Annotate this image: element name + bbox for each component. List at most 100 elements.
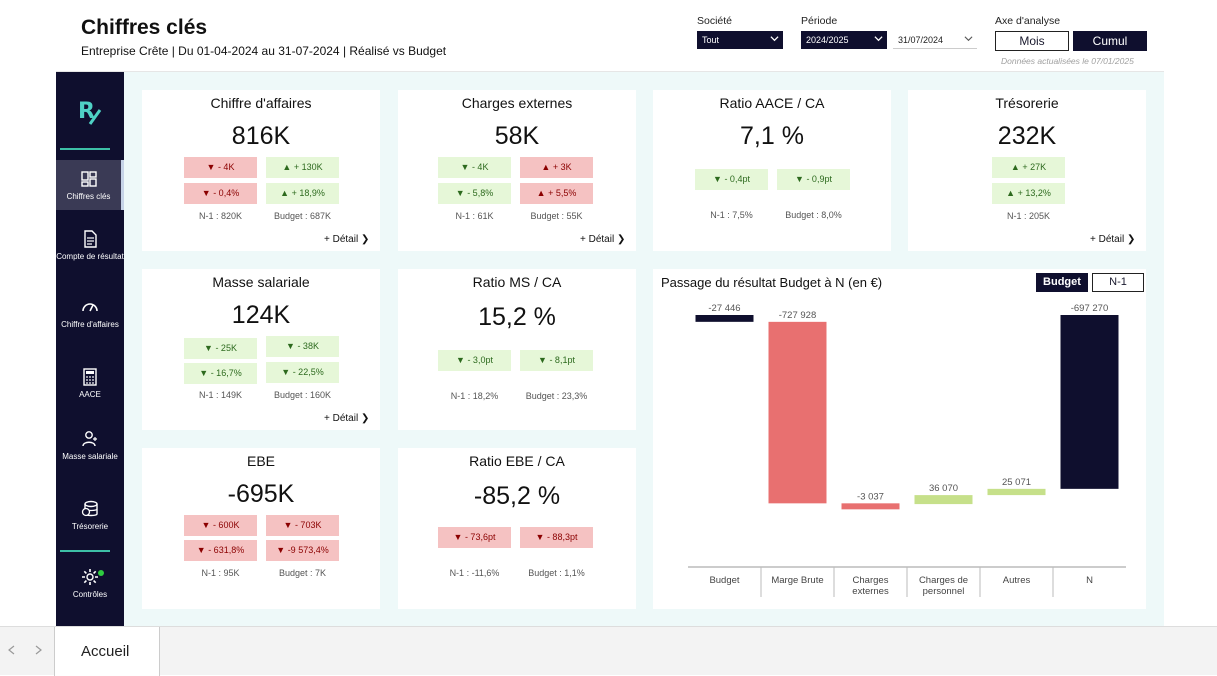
delta-chip: ▼ - 88,3pt [520, 527, 593, 548]
logo: R [56, 96, 124, 132]
chevron-down-icon [770, 34, 779, 42]
divider [60, 148, 110, 150]
legend-n1-button[interactable]: N-1 [1092, 273, 1144, 292]
sidebar-item-aace[interactable]: AACE [56, 368, 124, 399]
sidebar-item-label: Masse salariale [62, 452, 118, 461]
bar-value-label: 25 071 [1002, 477, 1031, 488]
delta-chip: ▼ - 8,1pt [520, 350, 593, 371]
axe-label: Axe d'analyse [995, 15, 1061, 27]
date-value: 31/07/2024 [898, 35, 944, 45]
budget-reference: Budget : 8,0% [785, 210, 842, 220]
budget-reference: Budget : 1,1% [528, 568, 585, 578]
delta-chip: ▲ + 5,5% [520, 183, 593, 204]
x-tick-label: Marge Brute [771, 575, 823, 586]
delta-chip: ▼ - 73,6pt [438, 527, 511, 548]
prev-page-icon[interactable] [7, 645, 15, 655]
detail-link[interactable]: + Détail ❯ [580, 234, 626, 245]
x-tick-label: Autres [1003, 575, 1031, 586]
page-title: Chiffres clés [81, 16, 208, 39]
societe-select[interactable]: Tout [697, 31, 783, 49]
card-title: Ratio EBE / CA [469, 453, 565, 469]
sidebar-item-compte-resultat[interactable]: Compte de résultat [56, 230, 124, 261]
gear-icon [82, 569, 98, 585]
card-value: 58K [494, 122, 540, 150]
delta-chip: ▼ - 38K [266, 336, 339, 357]
dashboard-icon [80, 171, 97, 187]
periode-value: 2024/2025 [806, 35, 849, 45]
n1-reference: N-1 : 205K [1006, 211, 1051, 221]
sidebar-item-chiffres-cles[interactable]: Chiffres clés [56, 160, 124, 210]
main-area: Chiffre d'affaires 816K ▼ - 4K ▲ + 130K … [124, 72, 1164, 626]
n1-reference: N-1 : 820K [198, 211, 243, 221]
delta-chip: ▼ - 22,5% [266, 362, 339, 383]
sidebar-item-controles[interactable]: Contrôles [56, 568, 124, 599]
card-value: -85,2 % [473, 482, 561, 510]
n1-reference: N-1 : 149K [198, 390, 243, 400]
waterfall-bar [841, 503, 900, 510]
sidebar-item-label: Contrôles [72, 590, 108, 599]
next-page-icon[interactable] [35, 645, 43, 655]
tab-accueil[interactable]: Accueil [54, 627, 160, 676]
waterfall-bar [987, 488, 1046, 496]
coins-icon [81, 500, 98, 517]
societe-label: Société [697, 15, 733, 27]
n1-reference: N-1 : 18,2% [450, 391, 499, 401]
sidebar-item-chiffre-affaires[interactable]: Chiffre d'affaires [56, 298, 124, 329]
detail-link[interactable]: + Détail ❯ [1090, 234, 1136, 245]
delta-chip: ▼ - 5,8% [438, 183, 511, 204]
sidebar-item-label: AACE [79, 390, 101, 399]
bar-value-label: -727 928 [779, 310, 817, 321]
sidebar-item-label: Trésorerie [71, 522, 109, 531]
waterfall-bar [695, 315, 754, 322]
card-charges-externes: Charges externes 58K ▼ - 4K ▲ + 3K ▼ - 5… [398, 90, 636, 251]
detail-label: Détail [332, 234, 359, 245]
card-title: Chiffre d'affaires [210, 95, 312, 111]
card-title: Charges externes [461, 95, 573, 111]
gauge-icon [82, 303, 98, 312]
periode-select[interactable]: 2024/2025 [801, 31, 887, 49]
card-value: 7,1 % [740, 122, 804, 150]
date-select[interactable]: 31/07/2024 [893, 31, 977, 49]
detail-label: Détail [332, 413, 359, 424]
x-tick-label: Charges externes [852, 575, 889, 597]
card-masse-salariale: Masse salariale 124K ▼ - 25K ▼ - 38K ▼ -… [142, 269, 380, 430]
detail-link[interactable]: + Détail ❯ [324, 234, 370, 245]
card-ebe: EBE -695K ▼ - 600K ▼ - 703K ▼ - 631,8% ▼… [142, 448, 380, 609]
delta-chip: ▼ -9 573,4% [266, 540, 339, 561]
delta-chip: ▼ - 16,7% [184, 363, 257, 384]
waterfall-bar [768, 321, 827, 504]
delta-chip: ▼ - 4K [184, 157, 257, 178]
delta-chip: ▼ - 4K [438, 157, 511, 178]
n1-reference: N-1 : 95K [201, 568, 240, 578]
logo-mark: R [78, 99, 102, 125]
card-value: -695K [227, 480, 295, 508]
delta-chip: ▲ + 18,9% [266, 183, 339, 204]
bar-value-label: 36 070 [929, 483, 958, 494]
logo-letter: R [78, 99, 95, 124]
sidebar-item-masse-salariale[interactable]: Masse salariale [56, 430, 124, 461]
document-icon [84, 230, 97, 248]
delta-chip: ▼ - 0,9pt [777, 169, 850, 190]
cumul-button[interactable]: Cumul [1073, 31, 1147, 51]
delta-chip: ▼ - 0,4% [184, 183, 257, 204]
mois-button[interactable]: Mois [995, 31, 1069, 51]
detail-link[interactable]: + Détail ❯ [324, 413, 370, 424]
n1-reference: N-1 : -11,6% [449, 568, 500, 578]
waterfall-bar [914, 495, 973, 505]
calculator-icon [83, 368, 97, 386]
sidebar-item-tresorerie[interactable]: Trésorerie [56, 500, 124, 531]
card-title: Ratio AACE / CA [719, 95, 825, 111]
societe-value: Tout [702, 35, 720, 45]
card-ratio-ebe: Ratio EBE / CA -85,2 % ▼ - 73,6pt ▼ - 88… [398, 448, 636, 609]
delta-chip: ▼ - 703K [266, 515, 339, 536]
budget-reference: Budget : 160K [273, 390, 332, 400]
budget-reference: Budget : 7K [278, 568, 327, 578]
waterfall-bar [1060, 315, 1119, 489]
budget-reference: Budget : 23,3% [525, 391, 588, 401]
legend-budget-button[interactable]: Budget [1036, 273, 1088, 292]
sidebar-item-label: Chiffres clés [66, 192, 111, 201]
n1-reference: N-1 : 7,5% [710, 210, 753, 220]
sidebar-item-label: Compte de résultat [56, 252, 124, 261]
page-tabs-bar: Accueil [0, 626, 1217, 676]
card-title: Masse salariale [212, 274, 310, 290]
